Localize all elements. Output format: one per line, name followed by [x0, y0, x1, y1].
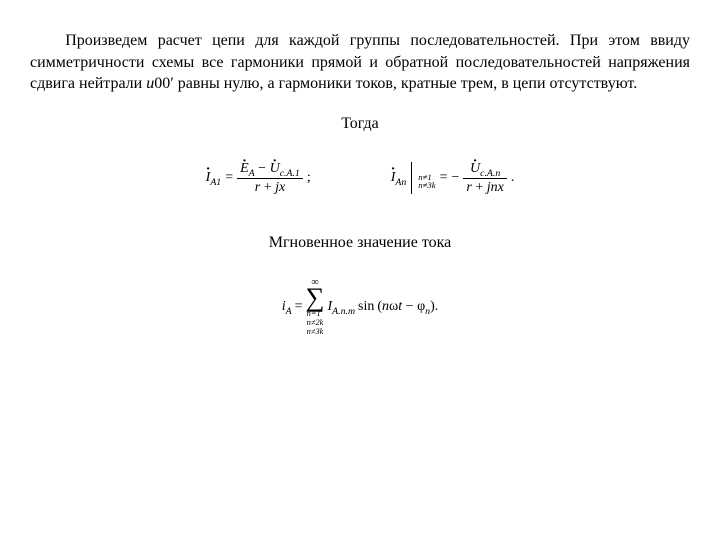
fl-x: x: [279, 180, 285, 195]
label-togda: Тогда: [30, 113, 690, 135]
sf-term: IA.n.m: [328, 298, 356, 317]
sf-sin: sin: [358, 298, 374, 317]
p1-text-after: равны нулю, а гармоники токов, кратные т…: [174, 75, 637, 92]
formula-right: IAn n≠1 n≠3k = − Uc.A.n r + jnx .: [391, 156, 515, 200]
fr-conditions: n≠1 n≠3k: [418, 173, 435, 190]
fl-num: EA − Uc.A.1: [237, 161, 303, 176]
fr-den: r + jnx: [463, 180, 506, 195]
sf-limbot: n=1 n≠2k n≠3k: [307, 310, 324, 336]
fl-eq: =: [225, 169, 233, 188]
sf-I-sub: A.n.m: [332, 306, 355, 317]
formula-row: IA1 = EA − Uc.A.1 r + jx ; IAn: [30, 156, 690, 200]
fl-trailing: ;: [307, 169, 311, 188]
sf-n: n: [382, 299, 389, 314]
sf-phi: φ: [417, 299, 425, 314]
sf-sum: ∞ ∑ n=1 n≠2k n≠3k: [306, 278, 325, 337]
fr-num: Uc.A.n: [467, 161, 503, 176]
fr-frac: Uc.A.n r + jnx: [463, 161, 506, 195]
sf-phi-sub: n: [425, 306, 430, 317]
label-mgven: Мгновенное значение тока: [30, 232, 690, 254]
fr-neg: −: [451, 169, 459, 188]
fr-eq: =: [440, 169, 448, 188]
fl-minus: −: [258, 161, 266, 176]
sf-trailing: .: [435, 299, 439, 314]
sf-lhs: iA: [282, 298, 292, 317]
page-root: Произведем расчет цепи для каждой группы…: [0, 0, 720, 540]
fr-n: n: [491, 180, 498, 195]
sf-omega: ω: [389, 299, 398, 314]
fl-den: r + jx: [252, 180, 288, 195]
fr-bar: [463, 178, 506, 179]
fl-lhs: IA1: [206, 169, 222, 188]
fr-I: I: [391, 169, 396, 188]
fr-plus: +: [475, 180, 483, 195]
fr-r: r: [466, 180, 471, 195]
fl-I: I: [206, 169, 211, 188]
sf-t: t: [398, 299, 402, 314]
fl-E: E: [240, 161, 249, 176]
sf-i-sub: A: [286, 306, 292, 317]
fr-x: x: [498, 180, 504, 195]
fr-trailing: .: [511, 169, 515, 188]
sf-eq: =: [295, 298, 303, 317]
fl-bar: [237, 178, 303, 179]
paragraph-1: Произведем расчет цепи для каждой группы…: [30, 30, 690, 95]
fl-U: U: [270, 161, 280, 176]
sf-minus: −: [406, 299, 414, 314]
fl-plus: +: [264, 180, 272, 195]
fl-r: r: [255, 180, 260, 195]
fr-vbar: [411, 162, 412, 194]
formula-left: IA1 = EA − Uc.A.1 r + jx ;: [206, 156, 311, 200]
fr-I-sub: An: [395, 177, 406, 188]
p1-var-after: 00′: [154, 75, 174, 92]
fl-frac: EA − Uc.A.1 r + jx: [237, 161, 303, 195]
fl-I-sub: A1: [210, 177, 221, 188]
sum-formula-wrap: iA = ∞ ∑ n=1 n≠2k n≠3k IA.n.m sin (nωt −…: [30, 278, 690, 337]
sf-sigma: ∑: [306, 286, 325, 310]
fr-U: U: [470, 161, 480, 176]
fr-cond2: n≠3k: [418, 181, 435, 190]
sf-b3: n≠3k: [307, 328, 324, 337]
sum-formula: iA = ∞ ∑ n=1 n≠2k n≠3k IA.n.m sin (nωt −…: [282, 278, 438, 337]
sf-arg: (nωt − φn).: [377, 298, 438, 317]
fr-lhs: IAn: [391, 169, 407, 188]
